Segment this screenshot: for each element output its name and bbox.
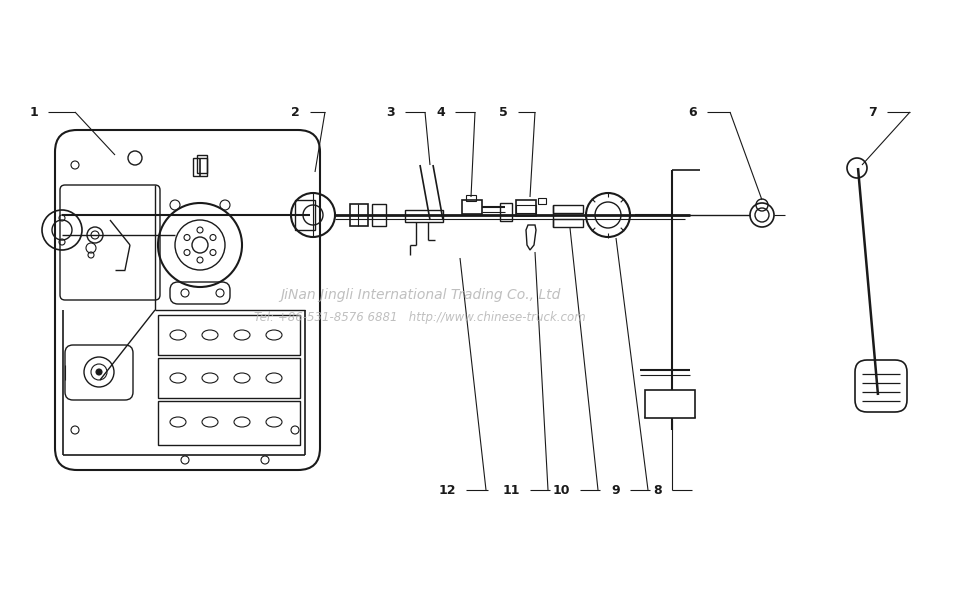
Text: 6: 6 <box>688 106 697 118</box>
Text: 12: 12 <box>439 484 456 497</box>
Circle shape <box>96 369 102 375</box>
Bar <box>405 210 443 222</box>
Bar <box>462 200 482 214</box>
Text: 3: 3 <box>386 106 395 118</box>
Bar <box>500 203 512 221</box>
Bar <box>158 358 300 398</box>
Bar <box>158 401 300 445</box>
Text: 8: 8 <box>654 484 662 497</box>
Bar <box>197 155 207 173</box>
Text: 2: 2 <box>291 106 300 118</box>
Text: 7: 7 <box>868 106 877 118</box>
Text: JiNan Jingli International Trading Co., Ltd: JiNan Jingli International Trading Co., … <box>279 288 561 302</box>
Bar <box>553 219 583 227</box>
Bar <box>516 205 536 213</box>
Bar <box>193 158 207 176</box>
Bar <box>466 195 476 201</box>
Bar <box>295 200 315 230</box>
Bar <box>372 204 386 226</box>
Text: 4: 4 <box>436 106 445 118</box>
Text: 9: 9 <box>612 484 620 497</box>
Bar <box>516 200 536 216</box>
Bar <box>350 204 368 226</box>
Bar <box>158 315 300 355</box>
Text: 10: 10 <box>553 484 570 497</box>
Text: 5: 5 <box>499 106 508 118</box>
Polygon shape <box>645 390 695 418</box>
Bar <box>538 198 546 204</box>
Polygon shape <box>526 225 536 250</box>
Text: 1: 1 <box>29 106 38 118</box>
Bar <box>553 205 583 213</box>
Text: 11: 11 <box>502 484 520 497</box>
Text: Tel: +86-531-8576 6881   http://www.chinese-truck.com: Tel: +86-531-8576 6881 http://www.chines… <box>254 311 586 325</box>
